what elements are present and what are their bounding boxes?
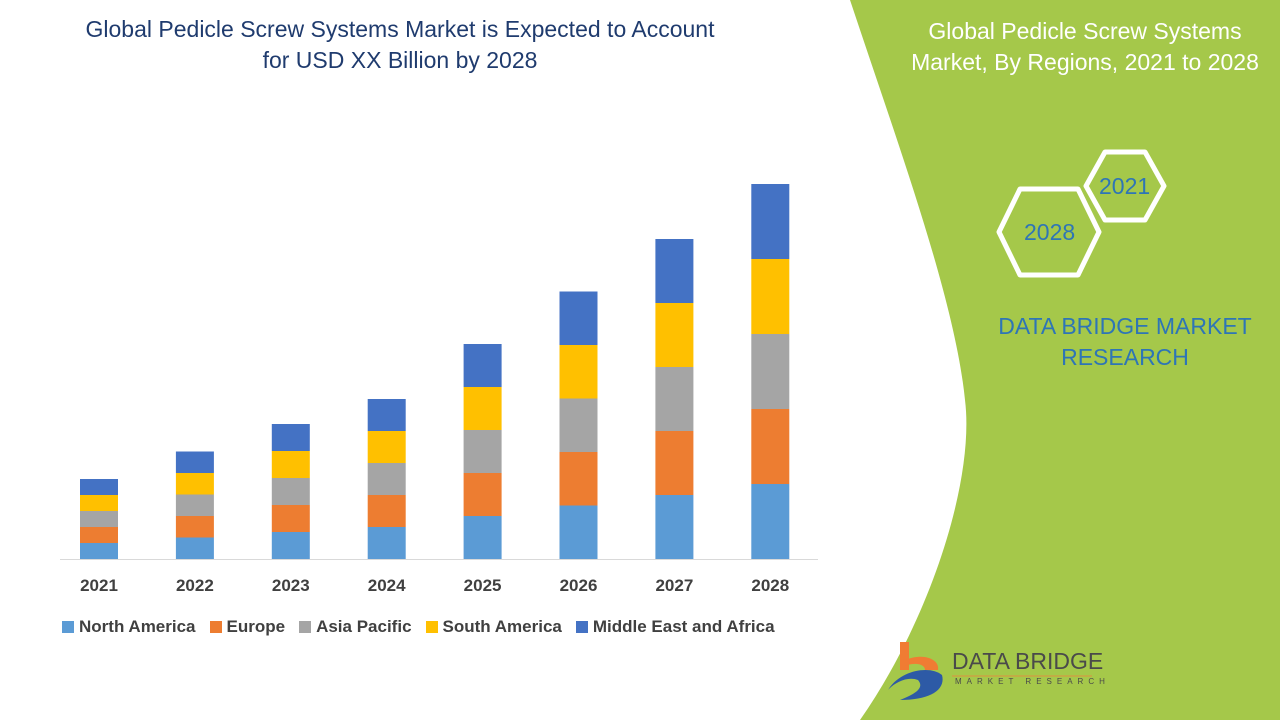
bar-segment-2024-europe	[367, 495, 406, 527]
bar-segment-2023-south-america	[271, 451, 310, 478]
chart-title: Global Pedicle Screw Systems Market is E…	[40, 14, 760, 76]
bar-segment-2026-south-america	[559, 345, 598, 399]
bar-segment-2021-asia-pacific	[80, 511, 118, 527]
bar-segment-2025-asia-pacific	[463, 430, 502, 473]
legend-swatch	[62, 621, 74, 633]
x-tick-label: 2028	[751, 576, 790, 595]
brand-line-2: RESEARCH	[1061, 344, 1189, 370]
bar-segment-2025-south-america	[463, 387, 502, 430]
bar-segment-2022-europe	[175, 516, 214, 538]
legend-label: North America	[79, 617, 196, 636]
bar-segment-2028-asia-pacific	[751, 334, 790, 409]
x-tick-label: 2025	[463, 576, 502, 595]
x-tick-label: 2023	[271, 576, 310, 595]
bar-segment-2021-europe	[80, 527, 118, 543]
legend-swatch	[425, 621, 438, 633]
bar-segment-2027-middle-east-and-africa	[655, 239, 694, 303]
title-line-1: Global Pedicle Screw Systems Market is E…	[85, 16, 715, 42]
logo-tagline: MARKET RESEARCH	[955, 677, 1110, 686]
x-tick-label: 2024	[367, 576, 406, 595]
legend-label: Middle East and Africa	[592, 617, 775, 636]
bar-segment-2028-europe	[751, 409, 790, 484]
bar-segment-2023-north-america	[271, 532, 310, 559]
bar-segment-2027-south-america	[655, 303, 694, 367]
side-title-line-1: Global Pedicle Screw Systems	[928, 18, 1242, 44]
bar-segment-2024-south-america	[367, 431, 406, 463]
bar-segment-2027-asia-pacific	[655, 367, 694, 431]
logo-name: DATA BRIDGE	[952, 648, 1104, 674]
bar-segment-2025-north-america	[463, 516, 502, 559]
bar-segment-2027-north-america	[655, 495, 694, 559]
bar-segment-2022-south-america	[175, 473, 214, 495]
logo-icon	[888, 642, 1092, 700]
bar-segment-2021-south-america	[80, 495, 118, 511]
bar-segment-2026-north-america	[559, 505, 598, 559]
legend-swatch	[209, 621, 222, 633]
bar-segment-2025-middle-east-and-africa	[463, 344, 502, 387]
legend-label: South America	[442, 617, 562, 636]
hexagon-2021	[1083, 149, 1167, 223]
side-title-line-2: Market, By Regions, 2021 to 2028	[911, 49, 1259, 75]
bar-segment-2026-europe	[559, 452, 598, 506]
x-tick-label: 2026	[559, 576, 598, 595]
bar-segment-2021-middle-east-and-africa	[80, 479, 118, 495]
side-panel-title: Global Pedicle Screw Systems Market, By …	[890, 16, 1280, 78]
legend-label: Asia Pacific	[316, 617, 412, 636]
bar-segment-2021-north-america	[80, 543, 118, 559]
x-tick-label: 2021	[80, 576, 118, 595]
legend-item: Middle East and Africa	[575, 617, 775, 637]
legend: North America Europe Asia Pacific South Ame…	[62, 617, 775, 637]
bar-segment-2024-asia-pacific	[367, 463, 406, 495]
bar-segment-2022-middle-east-and-africa	[175, 451, 214, 473]
brand-line-1: DATA BRIDGE MARKET	[998, 313, 1252, 339]
legend-swatch	[575, 621, 588, 633]
legend-item: South America	[425, 617, 562, 637]
title-line-2: for USD XX Billion by 2028	[262, 47, 538, 73]
bar-segment-2023-asia-pacific	[271, 478, 310, 505]
brand-text: DATA BRIDGE MARKET RESEARCH	[985, 311, 1265, 373]
bar-segment-2025-europe	[463, 473, 502, 516]
hexagon-2028	[996, 186, 1102, 278]
bar-segment-2026-asia-pacific	[559, 398, 598, 452]
green-side-panel	[850, 0, 1280, 720]
bar-segment-2028-north-america	[751, 484, 790, 559]
x-tick-label: 2027	[655, 576, 694, 595]
legend-label: Europe	[226, 617, 286, 636]
bar-segment-2024-middle-east-and-africa	[367, 399, 406, 431]
bar-segment-2023-middle-east-and-africa	[271, 424, 310, 451]
bar-segment-2026-middle-east-and-africa	[559, 291, 598, 345]
legend-item: North America	[62, 617, 196, 637]
bar-segment-2022-asia-pacific	[175, 494, 214, 516]
bar-segment-2022-north-america	[175, 537, 214, 559]
bar-segment-2027-europe	[655, 431, 694, 495]
bar-segment-2028-south-america	[751, 259, 790, 334]
legend-swatch	[299, 621, 312, 633]
legend-item: Europe	[209, 617, 286, 637]
bars	[80, 184, 790, 559]
x-tick-label: 2022	[175, 576, 214, 595]
bar-segment-2023-europe	[271, 505, 310, 532]
bar-segment-2028-middle-east-and-africa	[751, 184, 790, 259]
legend-item: Asia Pacific	[299, 617, 412, 637]
hex-label-2028: 2028	[1024, 219, 1076, 245]
hex-label-2021: 2021	[1099, 173, 1151, 199]
bar-segment-2024-north-america	[367, 527, 406, 559]
